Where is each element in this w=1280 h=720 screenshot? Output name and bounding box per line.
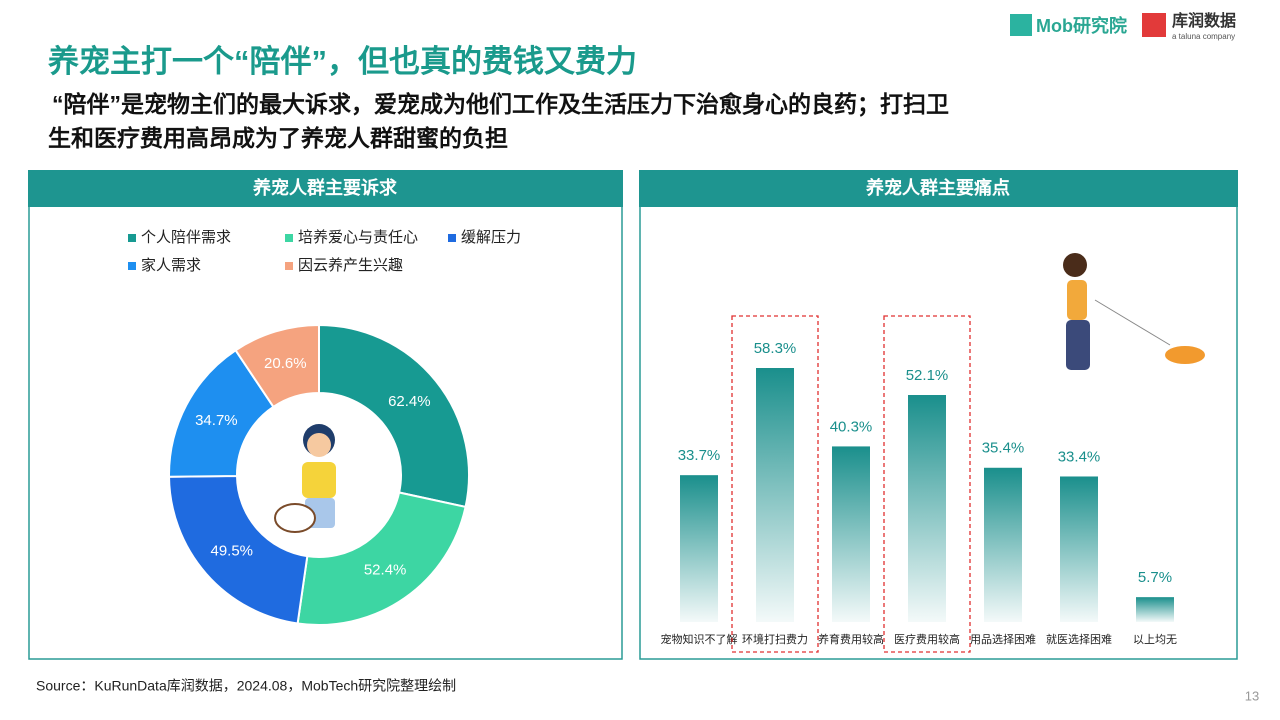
panel-title: 养宠人群主要痛点 bbox=[865, 177, 1010, 198]
illustration bbox=[274, 503, 316, 533]
illustration bbox=[307, 433, 331, 457]
illustration bbox=[1066, 320, 1090, 370]
legend-swatch bbox=[285, 234, 293, 242]
legend-label: 因云养产生兴趣 bbox=[298, 257, 403, 274]
legend-label: 个人陪伴需求 bbox=[141, 229, 231, 246]
illustration bbox=[302, 462, 336, 498]
source: Source：KuRunData库润数据，2024.08，MobTech研究院整… bbox=[36, 678, 456, 694]
panel-header bbox=[639, 170, 1238, 207]
donut-segment bbox=[296, 491, 467, 626]
data-label: 5.7% bbox=[1138, 569, 1172, 586]
legend-swatch bbox=[128, 234, 136, 242]
highlight-box bbox=[731, 315, 819, 653]
bar bbox=[908, 395, 946, 622]
bar bbox=[680, 475, 718, 622]
x-tick-label: 宠物知识不了解 bbox=[661, 632, 738, 646]
bar bbox=[832, 446, 870, 622]
data-label: 33.7% bbox=[678, 447, 721, 464]
data-label: 52.4% bbox=[364, 561, 407, 578]
x-tick-label: 环境打扫费力 bbox=[742, 632, 808, 646]
donut-segment bbox=[318, 323, 470, 509]
x-tick-label: 就医选择困难 bbox=[1046, 632, 1112, 646]
data-label: 58.3% bbox=[754, 340, 797, 357]
subtitle: “陪伴”是宠物主们的最大诉求，爱宠成为他们工作及生活压力下治愈身心的良药；打扫卫 bbox=[52, 91, 949, 117]
logo-sub: a taluna company bbox=[1172, 32, 1235, 41]
slide-title: 养宠主打一个“陪伴”，但也真的费钱又费力 bbox=[48, 44, 637, 79]
data-label: 62.4% bbox=[388, 393, 431, 410]
panel-title: 养宠人群主要诉求 bbox=[252, 177, 398, 198]
subtitle: 生和医疗费用高昂成为了养宠人群甜蜜的负担 bbox=[48, 125, 508, 151]
data-label: 35.4% bbox=[982, 440, 1025, 457]
data-label: 52.1% bbox=[906, 367, 949, 384]
data-label: 40.3% bbox=[830, 418, 873, 435]
bar bbox=[756, 368, 794, 622]
legend-swatch bbox=[448, 234, 456, 242]
data-label: 34.7% bbox=[195, 412, 238, 429]
donut-segment bbox=[234, 323, 320, 409]
highlight-box bbox=[883, 315, 971, 653]
bar bbox=[984, 467, 1022, 622]
bar bbox=[1060, 476, 1098, 622]
data-label: 33.4% bbox=[1058, 448, 1101, 465]
legend-swatch bbox=[285, 262, 293, 270]
x-tick-label: 以上均无 bbox=[1133, 633, 1177, 646]
x-tick-label: 用品选择困难 bbox=[970, 632, 1036, 646]
illustration bbox=[1165, 346, 1205, 364]
data-label: 49.5% bbox=[210, 542, 253, 559]
legend-label: 缓解压力 bbox=[461, 229, 521, 246]
data-label: 20.6% bbox=[264, 355, 307, 372]
x-tick-label: 医疗费用较高 bbox=[894, 632, 960, 646]
logo-r bbox=[1142, 13, 1166, 37]
logo-mob: Mob研究院 bbox=[1036, 15, 1127, 36]
donut-segment bbox=[167, 474, 309, 625]
logo-icon bbox=[1010, 14, 1032, 36]
panel-header bbox=[28, 170, 623, 207]
page-number: 13 bbox=[1245, 688, 1259, 703]
x-tick-label: 养育费用较高 bbox=[818, 632, 884, 646]
legend-label: 培养爱心与责任心 bbox=[298, 229, 418, 246]
logo-kurun: 库润数据 bbox=[1172, 11, 1236, 30]
illustration bbox=[1094, 299, 1171, 346]
legend-label: 家人需求 bbox=[141, 257, 201, 274]
legend-swatch bbox=[128, 262, 136, 270]
bar bbox=[1136, 597, 1174, 622]
illustration bbox=[1063, 253, 1087, 277]
illustration bbox=[1067, 280, 1087, 320]
